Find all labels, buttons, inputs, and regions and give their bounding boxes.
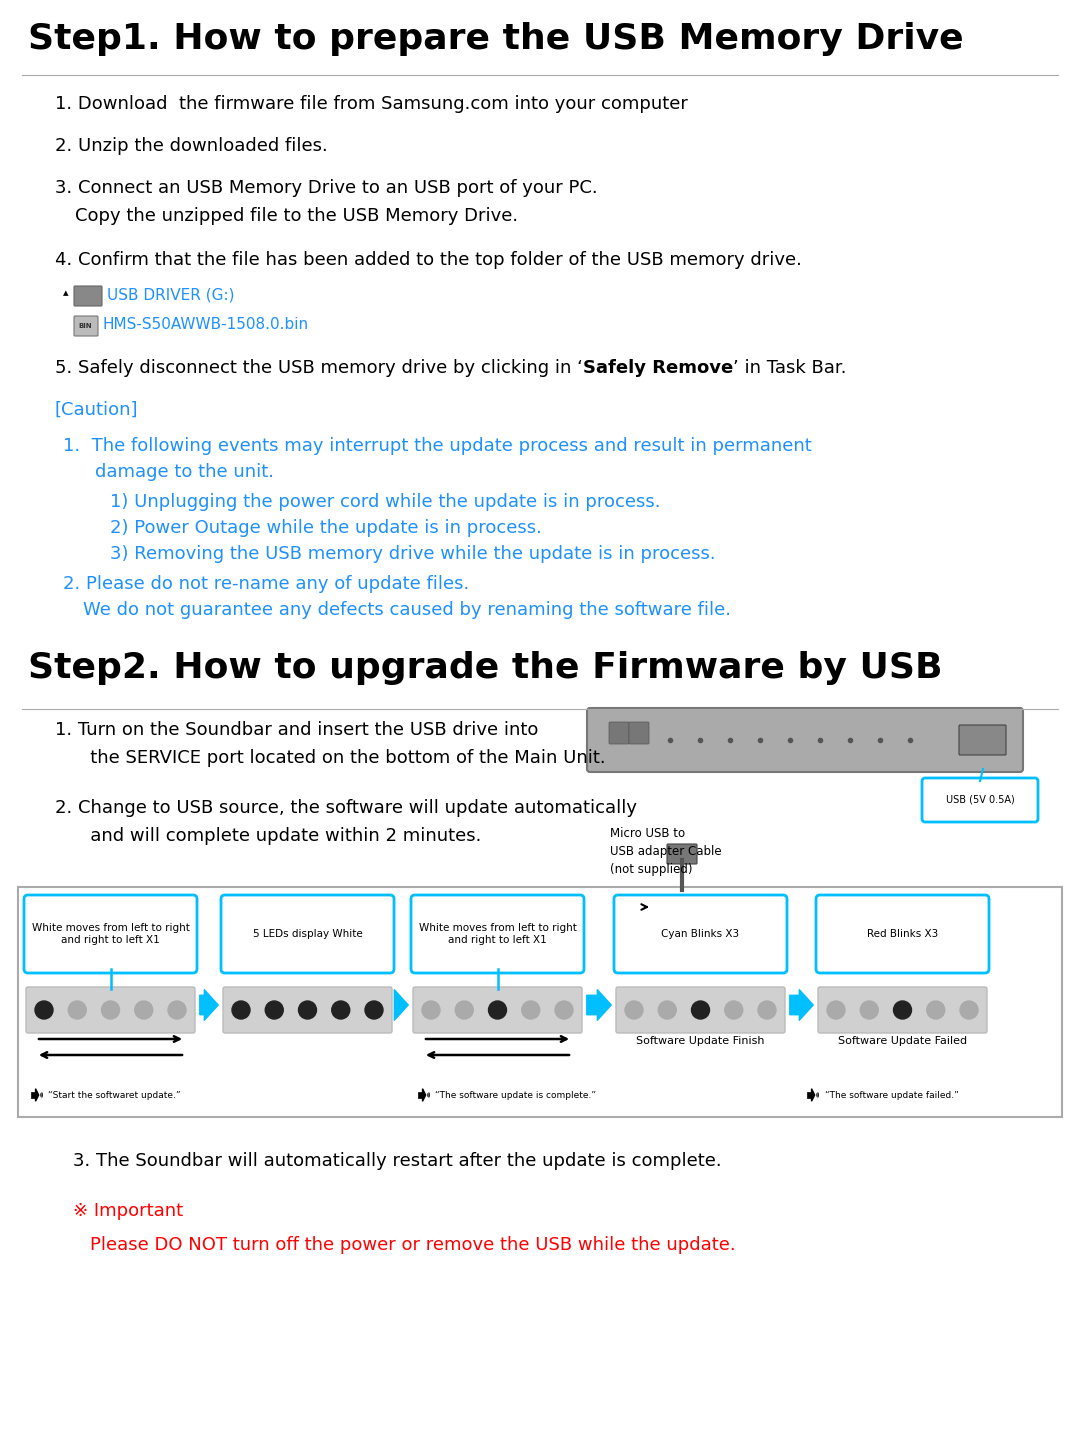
Text: ※ Important: ※ Important	[73, 1202, 184, 1220]
FancyBboxPatch shape	[413, 986, 582, 1032]
FancyArrowPatch shape	[394, 989, 408, 1021]
Ellipse shape	[927, 1001, 945, 1020]
Ellipse shape	[758, 1001, 777, 1020]
Ellipse shape	[625, 1001, 643, 1020]
FancyBboxPatch shape	[922, 778, 1038, 822]
Text: 1) Unplugging the power cord while the update is in process.: 1) Unplugging the power cord while the u…	[110, 492, 661, 511]
FancyBboxPatch shape	[411, 896, 584, 973]
Ellipse shape	[266, 1001, 283, 1020]
Text: Step2. How to upgrade the Firmware by USB: Step2. How to upgrade the Firmware by US…	[28, 651, 943, 685]
FancyBboxPatch shape	[30, 1092, 36, 1099]
Ellipse shape	[658, 1001, 676, 1020]
FancyBboxPatch shape	[588, 708, 1023, 772]
Ellipse shape	[861, 1001, 878, 1020]
Text: “The software update failed.”: “The software update failed.”	[825, 1090, 959, 1100]
Text: Step1. How to prepare the USB Memory Drive: Step1. How to prepare the USB Memory Dri…	[28, 22, 963, 56]
FancyBboxPatch shape	[75, 287, 102, 307]
Text: 2. Unzip the downloaded files.: 2. Unzip the downloaded files.	[55, 137, 327, 156]
FancyBboxPatch shape	[818, 986, 987, 1032]
FancyBboxPatch shape	[221, 896, 394, 973]
Text: 3) Removing the USB memory drive while the update is in process.: 3) Removing the USB memory drive while t…	[110, 544, 716, 563]
Text: We do not guarantee any defects caused by renaming the software file.: We do not guarantee any defects caused b…	[83, 600, 731, 619]
Ellipse shape	[456, 1001, 473, 1020]
Polygon shape	[811, 1089, 814, 1102]
Ellipse shape	[68, 1001, 86, 1020]
Ellipse shape	[555, 1001, 573, 1020]
FancyBboxPatch shape	[629, 721, 649, 744]
Text: USB (5V 0.5A): USB (5V 0.5A)	[946, 795, 1014, 805]
Text: the SERVICE port located on the bottom of the Main Unit.: the SERVICE port located on the bottom o…	[73, 749, 606, 768]
FancyArrowPatch shape	[586, 989, 611, 1021]
FancyBboxPatch shape	[222, 986, 392, 1032]
Ellipse shape	[725, 1001, 743, 1020]
Ellipse shape	[232, 1001, 249, 1020]
Text: 1. Download  the firmware file from Samsung.com into your computer: 1. Download the firmware file from Samsu…	[55, 95, 688, 112]
Text: 2. Please do not re-name any of update files.: 2. Please do not re-name any of update f…	[63, 575, 469, 593]
Text: “Start the softwaret update.”: “Start the softwaret update.”	[48, 1090, 180, 1100]
Ellipse shape	[422, 1001, 440, 1020]
Ellipse shape	[168, 1001, 186, 1020]
Text: [Caution]: [Caution]	[55, 400, 138, 419]
FancyBboxPatch shape	[615, 896, 787, 973]
FancyBboxPatch shape	[616, 986, 785, 1032]
FancyBboxPatch shape	[609, 721, 629, 744]
Ellipse shape	[522, 1001, 540, 1020]
Text: Copy the unzipped file to the USB Memory Drive.: Copy the unzipped file to the USB Memory…	[75, 207, 518, 225]
Text: 4. Confirm that the file has been added to the top folder of the USB memory driv: 4. Confirm that the file has been added …	[55, 251, 801, 269]
FancyBboxPatch shape	[807, 1092, 811, 1099]
FancyBboxPatch shape	[653, 888, 712, 927]
Text: White moves from left to right
and right to left X1: White moves from left to right and right…	[31, 923, 189, 945]
Text: 3. Connect an USB Memory Drive to an USB port of your PC.: 3. Connect an USB Memory Drive to an USB…	[55, 179, 597, 197]
Text: Cyan Blinks X3: Cyan Blinks X3	[661, 929, 740, 939]
Text: ’ in Task Bar.: ’ in Task Bar.	[733, 359, 847, 377]
Ellipse shape	[365, 1001, 383, 1020]
Text: and will complete update within 2 minutes.: and will complete update within 2 minute…	[73, 827, 482, 845]
FancyArrowPatch shape	[789, 989, 813, 1021]
FancyBboxPatch shape	[959, 724, 1005, 755]
Text: “The software update is complete.”: “The software update is complete.”	[435, 1090, 596, 1100]
Ellipse shape	[35, 1001, 53, 1020]
Ellipse shape	[893, 1001, 912, 1020]
FancyBboxPatch shape	[418, 1092, 422, 1099]
FancyBboxPatch shape	[667, 844, 697, 864]
Ellipse shape	[960, 1001, 978, 1020]
Ellipse shape	[488, 1001, 507, 1020]
Text: HMS-S50AWWB-1508.0.bin: HMS-S50AWWB-1508.0.bin	[103, 317, 309, 333]
Text: BIN: BIN	[78, 323, 92, 328]
Text: 1. Turn on the Soundbar and insert the USB drive into: 1. Turn on the Soundbar and insert the U…	[55, 721, 538, 739]
FancyBboxPatch shape	[598, 893, 642, 922]
FancyBboxPatch shape	[18, 887, 1062, 1117]
Text: 5. Safely disconnect the USB memory drive by clicking in ‘: 5. Safely disconnect the USB memory driv…	[55, 359, 583, 377]
FancyBboxPatch shape	[26, 986, 195, 1032]
Text: 2. Change to USB source, the software will update automatically: 2. Change to USB source, the software wi…	[55, 799, 637, 816]
Text: 5 LEDs display White: 5 LEDs display White	[253, 929, 363, 939]
Ellipse shape	[102, 1001, 120, 1020]
Ellipse shape	[827, 1001, 845, 1020]
Text: Micro USB to
USB adapter Cable
(not supplied): Micro USB to USB adapter Cable (not supp…	[610, 827, 721, 876]
Text: 2) Power Outage while the update is in process.: 2) Power Outage while the update is in p…	[110, 518, 542, 537]
FancyBboxPatch shape	[75, 315, 98, 336]
Text: Please DO NOT turn off the power or remove the USB while the update.: Please DO NOT turn off the power or remo…	[90, 1236, 735, 1254]
FancyArrowPatch shape	[200, 989, 218, 1021]
Ellipse shape	[135, 1001, 152, 1020]
Ellipse shape	[691, 1001, 710, 1020]
Text: 1.  The following events may interrupt the update process and result in permanen: 1. The following events may interrupt th…	[63, 436, 812, 455]
Text: White moves from left to right
and right to left X1: White moves from left to right and right…	[419, 923, 577, 945]
Polygon shape	[422, 1089, 426, 1102]
Text: USB DRIVER (G:): USB DRIVER (G:)	[107, 287, 234, 302]
Text: damage to the unit.: damage to the unit.	[95, 464, 274, 481]
Text: 3. The Soundbar will automatically restart after the update is complete.: 3. The Soundbar will automatically resta…	[73, 1152, 721, 1169]
Text: ▴: ▴	[63, 288, 69, 298]
Text: Software Update Finish: Software Update Finish	[636, 1035, 765, 1045]
FancyBboxPatch shape	[24, 896, 197, 973]
Text: Safely Remove: Safely Remove	[583, 359, 733, 377]
Text: Red Blinks X3: Red Blinks X3	[867, 929, 939, 939]
Ellipse shape	[332, 1001, 350, 1020]
Polygon shape	[36, 1089, 39, 1102]
Ellipse shape	[298, 1001, 316, 1020]
FancyBboxPatch shape	[816, 896, 989, 973]
Text: Software Update Failed: Software Update Failed	[838, 1035, 967, 1045]
